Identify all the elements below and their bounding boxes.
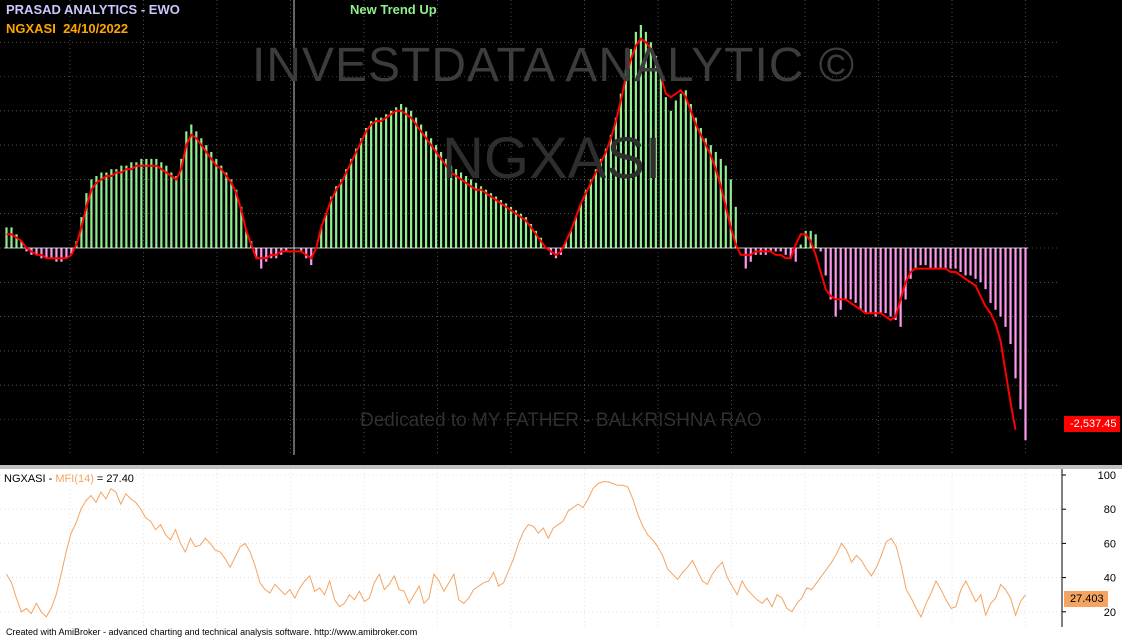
mfi-tick-label: 20 — [1104, 607, 1116, 619]
mfi-last-value-tag: 27.403 — [1064, 591, 1108, 607]
footer: Created with AmiBroker - advanced charti… — [0, 627, 1122, 639]
symbol-watermark: NGXASI — [442, 126, 662, 191]
mfi-value-text: = 27.40 — [96, 473, 134, 485]
mfi-tick-label: 40 — [1104, 573, 1116, 585]
mfi-legend: NGXASI - MFI(14) = 27.40 — [4, 473, 134, 485]
footer-text: Created with AmiBroker - advanced charti… — [6, 627, 418, 637]
ewo-last-value-tag: -2,537.45 — [1064, 416, 1121, 432]
mfi-symbol: NGXASI — [4, 473, 46, 485]
date-label: 24/10/2022 — [63, 21, 129, 36]
chart-title: PRASAD ANALYTICS - EWO — [6, 2, 180, 17]
dedication-watermark: Dedicated to MY FATHER - BALKRISHNA RAO — [360, 410, 762, 431]
pane-divider[interactable] — [0, 465, 1122, 469]
mfi-tick-label: 60 — [1104, 538, 1116, 550]
mfi-tick-label: 80 — [1104, 504, 1116, 516]
mfi-indicator-name: MFI(14) — [55, 473, 94, 485]
mfi-line — [6, 481, 1026, 619]
ewo-chart — [0, 0, 1060, 455]
ewo-chart-panel[interactable]: INVESTDATA ANALYTIC © NGXASI Dedicated t… — [0, 0, 1122, 465]
mfi-chart: 100 80 60 40 20 — [0, 469, 1116, 627]
trend-signal-label: New Trend Up — [350, 2, 437, 17]
ewo-signal-line — [6, 37, 1017, 430]
mfi-tick-label: 100 — [1098, 470, 1116, 482]
brand-watermark: INVESTDATA ANALYTIC © — [252, 39, 856, 92]
symbol-label: NGXASI — [6, 21, 56, 36]
symbol-date: NGXASI 24/10/2022 — [6, 21, 128, 36]
mfi-chart-panel[interactable]: 100 80 60 40 20 NGXASI - MFI(14) = 27.40 27.… — [0, 469, 1122, 627]
